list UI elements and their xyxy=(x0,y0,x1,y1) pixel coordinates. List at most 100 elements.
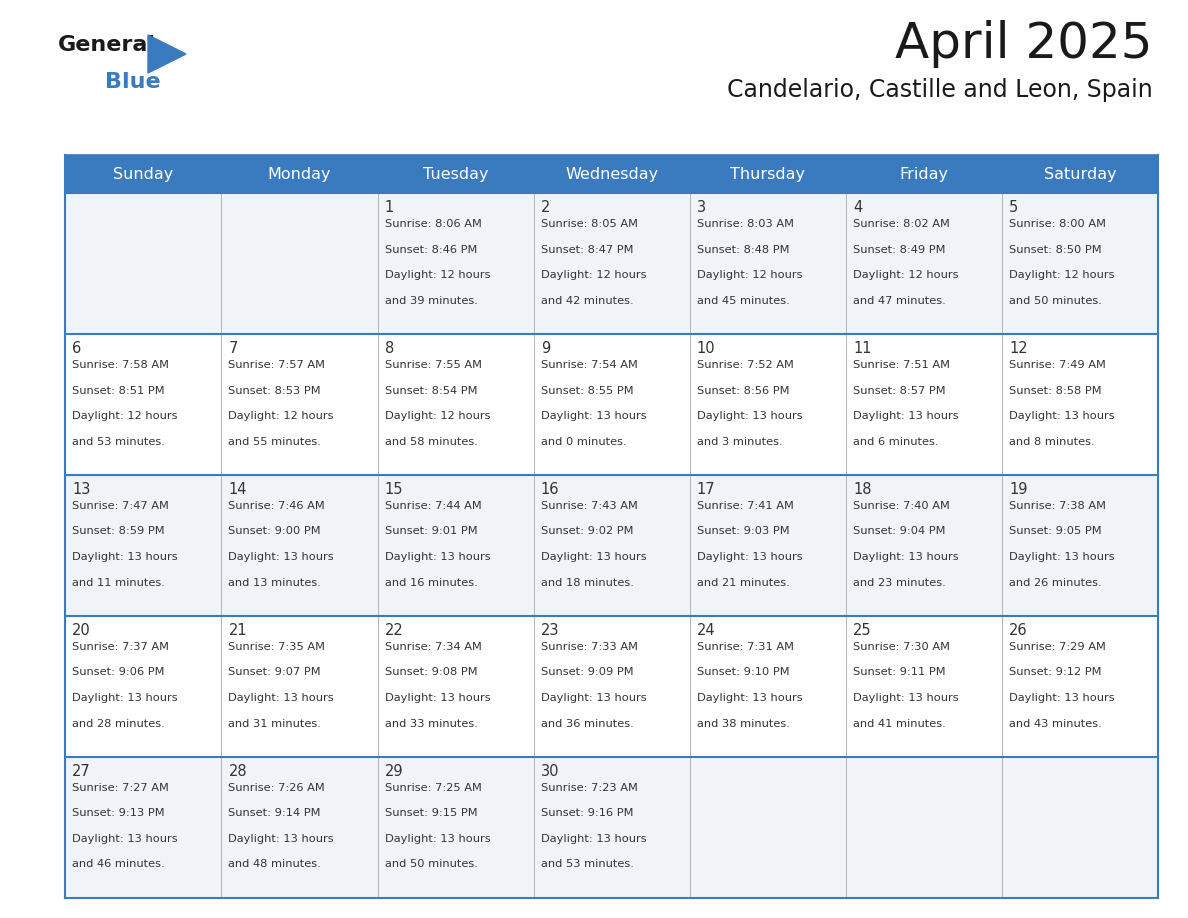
Text: Daylight: 13 hours: Daylight: 13 hours xyxy=(72,693,178,703)
Text: Sunrise: 7:35 AM: Sunrise: 7:35 AM xyxy=(228,642,326,652)
Text: Daylight: 12 hours: Daylight: 12 hours xyxy=(385,411,491,421)
Text: Daylight: 13 hours: Daylight: 13 hours xyxy=(853,552,959,562)
Text: and 31 minutes.: and 31 minutes. xyxy=(228,719,321,729)
Text: Sunset: 9:05 PM: Sunset: 9:05 PM xyxy=(1009,526,1101,536)
Text: 4: 4 xyxy=(853,200,862,215)
Text: Daylight: 12 hours: Daylight: 12 hours xyxy=(1009,270,1114,280)
Text: Sunset: 9:11 PM: Sunset: 9:11 PM xyxy=(853,667,946,677)
Text: Sunrise: 7:51 AM: Sunrise: 7:51 AM xyxy=(853,360,950,370)
Bar xyxy=(690,334,846,475)
Text: April 2025: April 2025 xyxy=(895,20,1152,68)
Text: 20: 20 xyxy=(72,623,91,638)
Text: 23: 23 xyxy=(541,623,560,638)
Text: Sunset: 8:53 PM: Sunset: 8:53 PM xyxy=(228,386,321,396)
Bar xyxy=(690,475,846,616)
Text: 6: 6 xyxy=(72,341,82,356)
Text: Sunset: 8:56 PM: Sunset: 8:56 PM xyxy=(697,386,789,396)
Bar xyxy=(846,616,1003,756)
Bar xyxy=(378,475,533,616)
Bar xyxy=(378,193,533,334)
Text: Saturday: Saturday xyxy=(1044,166,1117,182)
Text: Sunset: 9:15 PM: Sunset: 9:15 PM xyxy=(385,809,478,818)
Text: Sunset: 9:09 PM: Sunset: 9:09 PM xyxy=(541,667,633,677)
Text: Daylight: 13 hours: Daylight: 13 hours xyxy=(385,693,491,703)
Bar xyxy=(846,475,1003,616)
Text: Sunrise: 8:06 AM: Sunrise: 8:06 AM xyxy=(385,219,481,229)
Text: Sunset: 9:13 PM: Sunset: 9:13 PM xyxy=(72,809,165,818)
Text: and 41 minutes.: and 41 minutes. xyxy=(853,719,946,729)
Bar xyxy=(65,756,221,898)
Text: Sunrise: 7:54 AM: Sunrise: 7:54 AM xyxy=(541,360,638,370)
Text: and 26 minutes.: and 26 minutes. xyxy=(1009,577,1101,588)
Text: and 11 minutes.: and 11 minutes. xyxy=(72,577,165,588)
Text: Sunset: 9:12 PM: Sunset: 9:12 PM xyxy=(1009,667,1101,677)
Text: and 3 minutes.: and 3 minutes. xyxy=(697,437,783,446)
Text: 14: 14 xyxy=(228,482,247,497)
Text: Daylight: 13 hours: Daylight: 13 hours xyxy=(228,693,334,703)
Text: Daylight: 12 hours: Daylight: 12 hours xyxy=(697,270,802,280)
Text: Sunrise: 8:02 AM: Sunrise: 8:02 AM xyxy=(853,219,950,229)
Text: Sunrise: 7:55 AM: Sunrise: 7:55 AM xyxy=(385,360,481,370)
Text: Daylight: 13 hours: Daylight: 13 hours xyxy=(72,834,178,844)
Text: and 45 minutes.: and 45 minutes. xyxy=(697,296,790,306)
Bar xyxy=(1003,155,1158,193)
Text: and 8 minutes.: and 8 minutes. xyxy=(1009,437,1095,446)
Bar xyxy=(221,616,378,756)
Text: Daylight: 13 hours: Daylight: 13 hours xyxy=(385,552,491,562)
Text: Daylight: 13 hours: Daylight: 13 hours xyxy=(697,552,803,562)
Text: Daylight: 12 hours: Daylight: 12 hours xyxy=(385,270,491,280)
Text: Sunset: 8:54 PM: Sunset: 8:54 PM xyxy=(385,386,478,396)
Bar xyxy=(221,475,378,616)
Text: Sunrise: 7:34 AM: Sunrise: 7:34 AM xyxy=(385,642,481,652)
Text: and 46 minutes.: and 46 minutes. xyxy=(72,859,165,869)
Text: 25: 25 xyxy=(853,623,872,638)
Bar xyxy=(1003,616,1158,756)
Text: Daylight: 13 hours: Daylight: 13 hours xyxy=(541,552,646,562)
Bar xyxy=(221,334,378,475)
Text: Sunrise: 7:30 AM: Sunrise: 7:30 AM xyxy=(853,642,950,652)
Text: 2: 2 xyxy=(541,200,550,215)
Text: Daylight: 12 hours: Daylight: 12 hours xyxy=(228,411,334,421)
Text: Sunset: 8:50 PM: Sunset: 8:50 PM xyxy=(1009,244,1101,254)
Text: 29: 29 xyxy=(385,764,403,778)
Text: and 48 minutes.: and 48 minutes. xyxy=(228,859,321,869)
Bar xyxy=(378,334,533,475)
Text: and 47 minutes.: and 47 minutes. xyxy=(853,296,946,306)
Text: Sunset: 9:06 PM: Sunset: 9:06 PM xyxy=(72,667,165,677)
Text: and 33 minutes.: and 33 minutes. xyxy=(385,719,478,729)
Text: Sunset: 8:49 PM: Sunset: 8:49 PM xyxy=(853,244,946,254)
Text: 19: 19 xyxy=(1009,482,1028,497)
Text: Daylight: 12 hours: Daylight: 12 hours xyxy=(72,411,178,421)
Text: Daylight: 13 hours: Daylight: 13 hours xyxy=(72,552,178,562)
Text: Sunrise: 7:29 AM: Sunrise: 7:29 AM xyxy=(1009,642,1106,652)
Text: Sunset: 8:58 PM: Sunset: 8:58 PM xyxy=(1009,386,1101,396)
Bar xyxy=(1003,475,1158,616)
Bar xyxy=(846,756,1003,898)
Bar xyxy=(846,334,1003,475)
Bar xyxy=(221,155,378,193)
Text: 10: 10 xyxy=(697,341,715,356)
Bar xyxy=(1003,334,1158,475)
Text: Sunrise: 7:41 AM: Sunrise: 7:41 AM xyxy=(697,501,794,511)
Text: Thursday: Thursday xyxy=(731,166,805,182)
Text: Sunset: 9:01 PM: Sunset: 9:01 PM xyxy=(385,526,478,536)
Text: Sunset: 8:57 PM: Sunset: 8:57 PM xyxy=(853,386,946,396)
Text: Sunset: 8:59 PM: Sunset: 8:59 PM xyxy=(72,526,165,536)
Text: Daylight: 13 hours: Daylight: 13 hours xyxy=(853,411,959,421)
Bar xyxy=(221,756,378,898)
Bar xyxy=(221,193,378,334)
Text: 27: 27 xyxy=(72,764,91,778)
Text: 16: 16 xyxy=(541,482,560,497)
Text: Sunset: 9:07 PM: Sunset: 9:07 PM xyxy=(228,667,321,677)
Bar xyxy=(65,475,221,616)
Text: and 43 minutes.: and 43 minutes. xyxy=(1009,719,1102,729)
Text: Sunrise: 7:25 AM: Sunrise: 7:25 AM xyxy=(385,783,481,793)
Bar xyxy=(1003,756,1158,898)
Text: Daylight: 13 hours: Daylight: 13 hours xyxy=(1009,552,1114,562)
Text: Sunrise: 7:46 AM: Sunrise: 7:46 AM xyxy=(228,501,326,511)
Text: 15: 15 xyxy=(385,482,403,497)
Text: 21: 21 xyxy=(228,623,247,638)
Text: Daylight: 13 hours: Daylight: 13 hours xyxy=(541,834,646,844)
Text: and 50 minutes.: and 50 minutes. xyxy=(1009,296,1102,306)
Text: Sunset: 8:47 PM: Sunset: 8:47 PM xyxy=(541,244,633,254)
